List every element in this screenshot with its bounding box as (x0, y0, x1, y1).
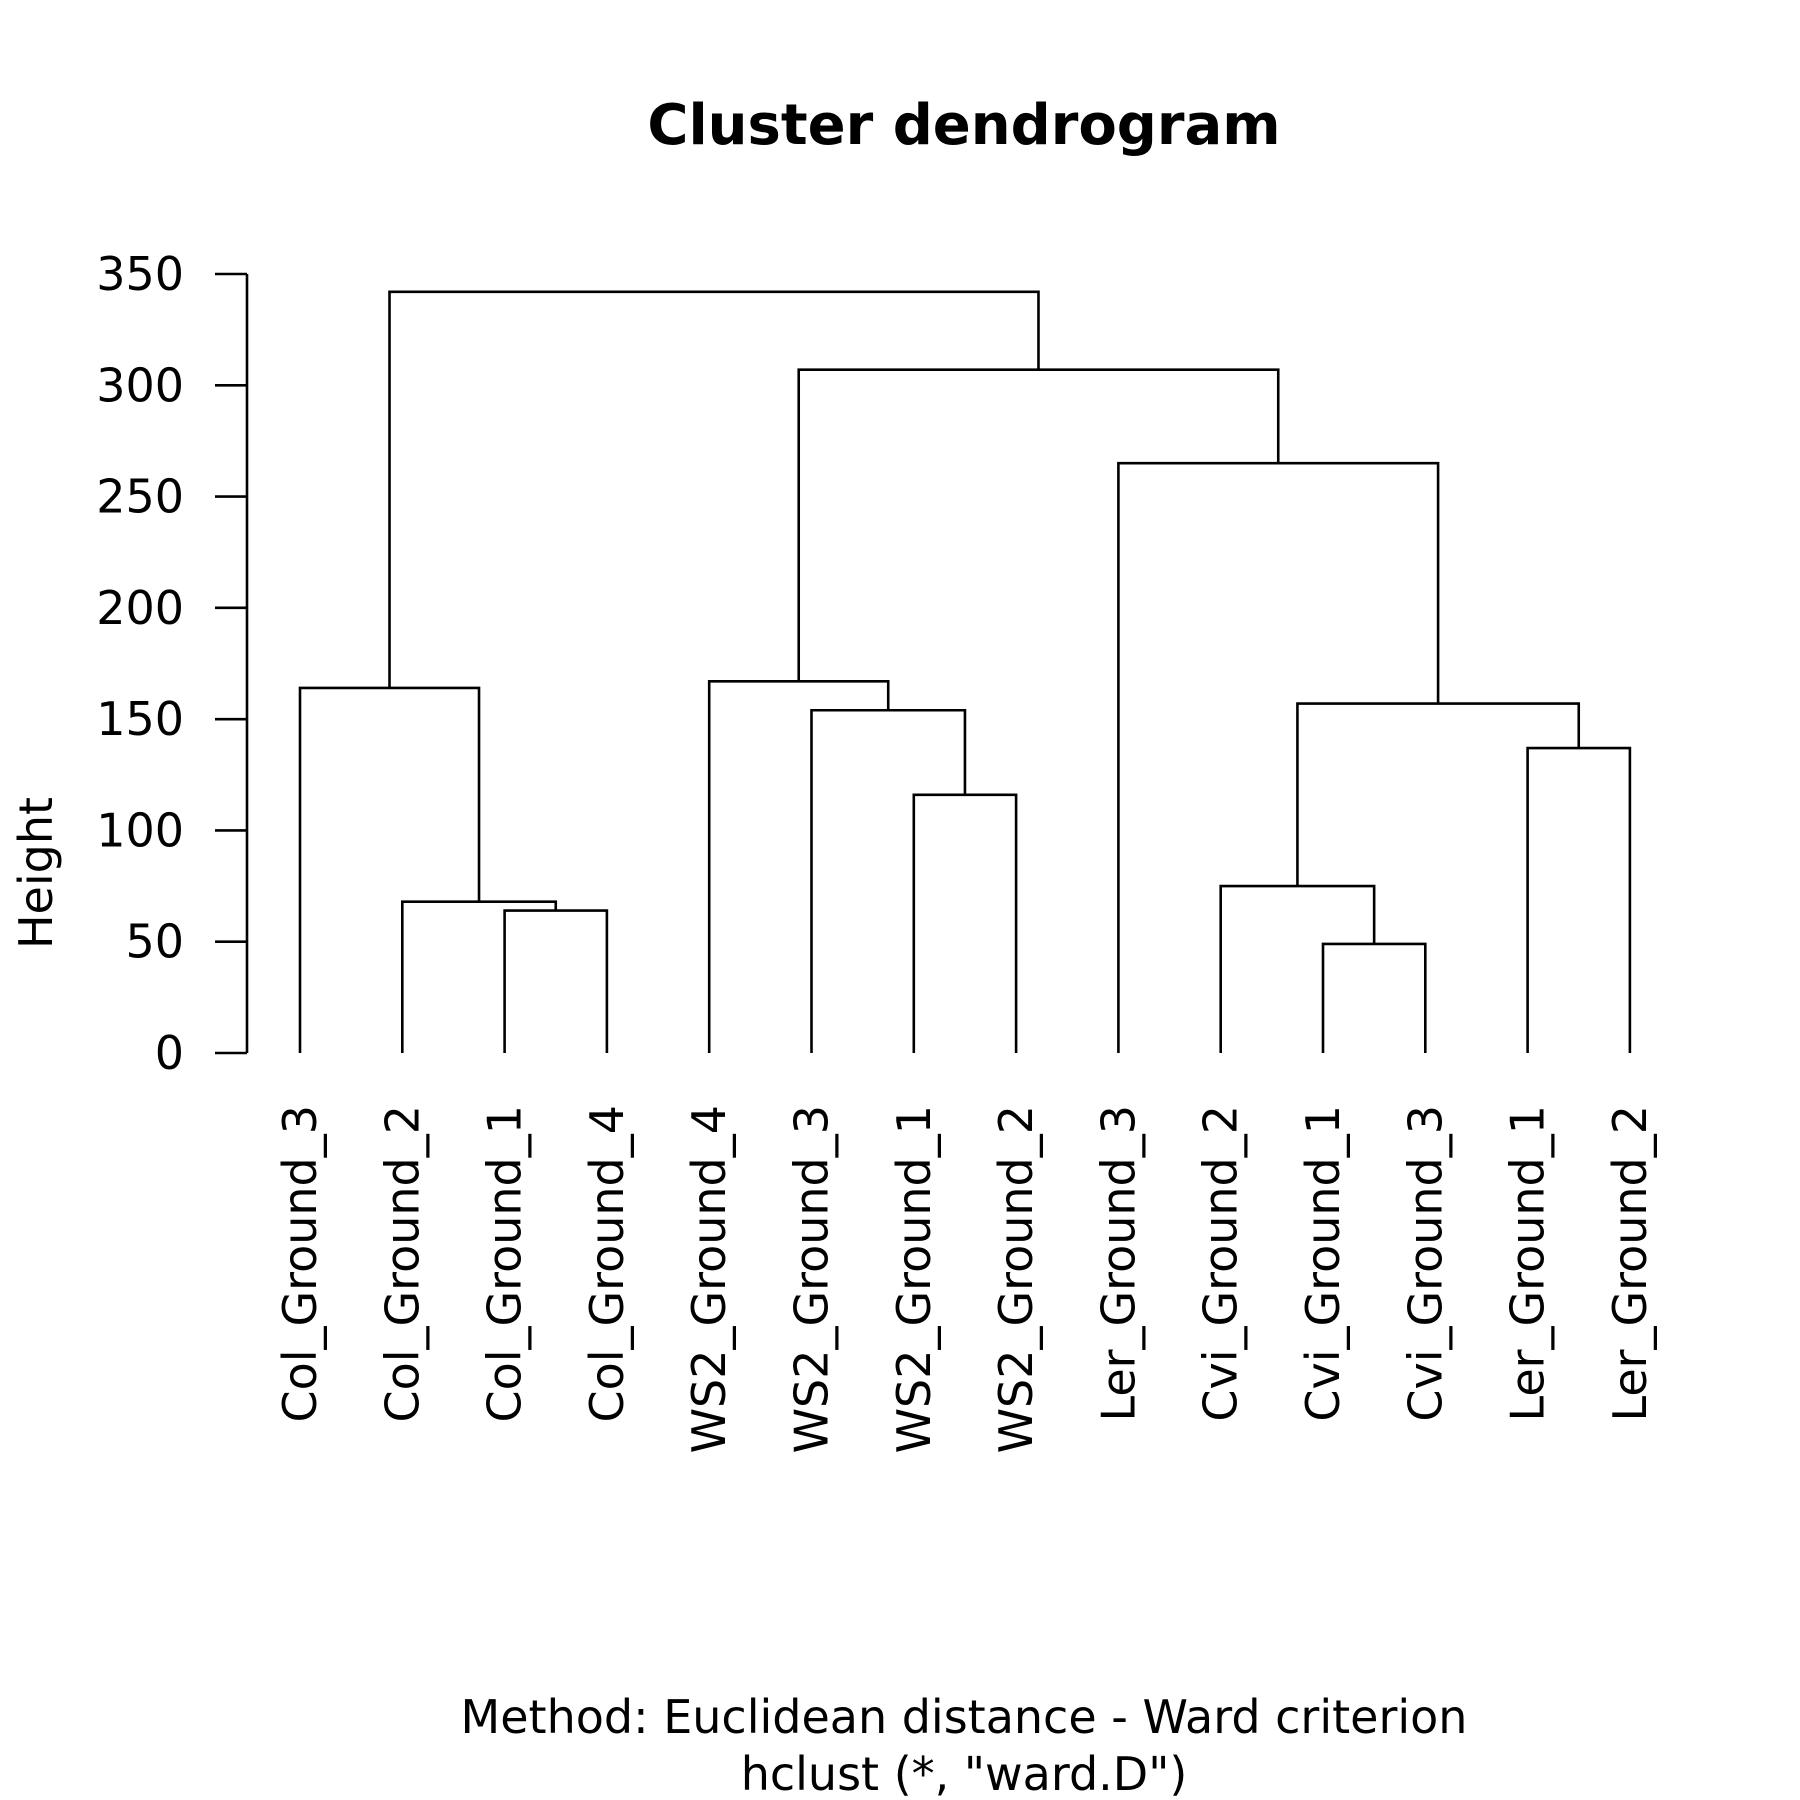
leaf-label: Cvi_Ground_2 (1194, 1105, 1248, 1422)
dendrogram-branch (1219, 884, 1376, 1053)
x-axis-label: Method: Euclidean distance - Ward criter… (461, 1690, 1468, 1744)
y-tick-label: 300 (96, 358, 184, 412)
y-tick-label: 150 (96, 692, 184, 746)
leaf-label: WS2_Ground_3 (785, 1105, 839, 1453)
method-subtitle: hclust (*, "ward.D") (741, 1747, 1188, 1800)
y-tick-label: 50 (125, 915, 184, 969)
dendrogram-branch (401, 900, 558, 1053)
y-tick-label: 250 (96, 470, 184, 524)
dendrogram-branch (298, 686, 481, 1053)
leaf-label: Col_Ground_1 (478, 1105, 532, 1423)
dendrogram-branch (503, 909, 609, 1053)
leaf-label: Ler_Ground_2 (1603, 1105, 1657, 1422)
y-tick-label: 0 (155, 1026, 184, 1080)
y-axis-label: Height (9, 797, 63, 949)
leaf-label: Cvi_Ground_1 (1296, 1105, 1350, 1422)
y-tick-label: 100 (96, 803, 184, 857)
leaf-label: Col_Ground_2 (375, 1105, 429, 1423)
y-tick-label: 350 (96, 247, 184, 301)
dendrogram-branch (1526, 746, 1632, 1053)
leaf-label: WS2_Ground_2 (989, 1105, 1043, 1453)
leaf-label: WS2_Ground_1 (887, 1105, 941, 1453)
leaf-label: Ler_Ground_3 (1091, 1105, 1145, 1422)
leaf-label: Col_Ground_4 (580, 1105, 634, 1423)
dendrogram-branch (797, 368, 1280, 682)
leaf-label: Ler_Ground_1 (1501, 1105, 1555, 1422)
leaf-label: WS2_Ground_4 (682, 1105, 736, 1453)
dendrogram-branch (388, 290, 1040, 688)
chart-title: Cluster dendrogram (647, 93, 1280, 158)
dendrogram-branch (1321, 942, 1427, 1053)
dendrogram-branches (298, 290, 1632, 1053)
dendrogram-branch (912, 793, 1018, 1053)
leaf-label: Cvi_Ground_3 (1398, 1105, 1452, 1422)
dendrogram-branch (810, 708, 967, 1053)
leaf-labels: Col_Ground_3 Col_Ground_2 Col_Ground_1 Col_… (273, 1105, 1657, 1453)
dendrogram-branch (1117, 461, 1440, 1053)
y-tick-label: 200 (96, 581, 184, 635)
dendrogram-branch (707, 680, 890, 1053)
dendrogram-branch (1296, 702, 1581, 887)
y-axis: 0 50 100 150 200 250 300 350 (96, 247, 249, 1080)
leaf-label: Col_Ground_3 (273, 1105, 327, 1423)
